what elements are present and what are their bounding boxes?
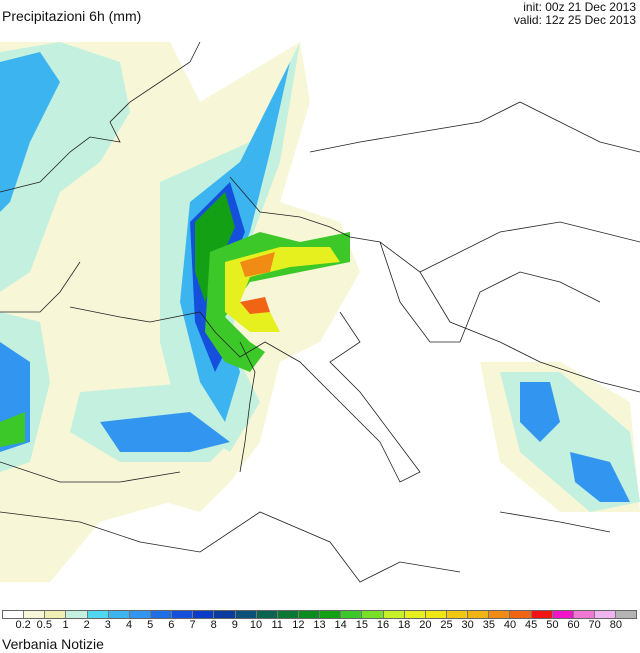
color-scale-label: 11 xyxy=(271,619,283,631)
color-scale-swatch xyxy=(468,611,490,618)
color-scale-label: 12 xyxy=(292,619,305,631)
color-scale-label: 16 xyxy=(376,619,390,631)
credit-text: Verbania Notizie xyxy=(2,636,104,652)
color-scale-swatch xyxy=(256,611,278,618)
color-scale-swatch xyxy=(193,611,215,618)
color-scale-label: 9 xyxy=(231,619,238,631)
precipitation-map xyxy=(0,42,640,583)
color-scale-swatch xyxy=(66,611,88,618)
color-scale-label: 40 xyxy=(503,619,517,631)
color-scale-swatch xyxy=(172,611,194,618)
color-scale-label: 70 xyxy=(588,619,601,631)
color-scale-label: 18 xyxy=(398,619,411,631)
color-scale-swatch xyxy=(3,611,25,618)
color-scale-swatch xyxy=(404,611,426,618)
color-scale-label: 15 xyxy=(355,619,368,631)
color-scale-swatch xyxy=(573,611,595,618)
precipitation-field xyxy=(0,42,640,582)
color-scale-label: 2 xyxy=(83,619,90,631)
color-scale-label: 0.5 xyxy=(36,619,52,631)
color-scale-bar xyxy=(2,610,637,619)
color-scale-swatch xyxy=(383,611,405,618)
color-scale-swatch xyxy=(425,611,447,618)
color-scale-label: 50 xyxy=(546,619,559,631)
color-scale-swatch xyxy=(489,611,511,618)
color-scale-swatch xyxy=(341,611,363,618)
color-scale-swatch xyxy=(24,611,46,618)
color-scale-swatch xyxy=(129,611,151,618)
color-scale-label: 0.2 xyxy=(15,619,31,631)
color-scale-swatch xyxy=(616,611,637,618)
color-scale-swatch xyxy=(594,611,617,618)
color-scale-labels: 0.2 0.5 1 2 3 4 5 6 7 8 9 10 11 12 13 14 15 16 18 20 25 30 35 4… xyxy=(2,619,637,633)
color-scale-swatch xyxy=(320,611,342,618)
map-title: Precipitazioni 6h (mm) xyxy=(2,8,142,24)
color-scale-label: 3 xyxy=(104,619,111,631)
color-scale-swatch xyxy=(531,611,553,618)
color-scale-label: 5 xyxy=(147,619,154,631)
color-scale-label: 1 xyxy=(62,619,69,631)
color-scale-swatch xyxy=(277,611,299,618)
color-scale-swatch xyxy=(510,611,532,618)
color-scale-label: 8 xyxy=(210,619,217,631)
country-borders xyxy=(0,42,640,583)
color-scale-swatch xyxy=(362,611,384,618)
color-scale-label: 10 xyxy=(249,619,263,631)
color-scale-swatch xyxy=(87,611,109,618)
color-scale-swatch xyxy=(446,611,469,618)
color-scale-label: 80 xyxy=(609,619,622,631)
color-scale-swatch xyxy=(298,611,321,618)
color-scale-label: 30 xyxy=(461,619,474,631)
color-scale-label: 20 xyxy=(419,619,432,631)
color-scale-swatch xyxy=(214,611,236,618)
color-scale-label: 6 xyxy=(168,619,175,631)
init-time: init: 00z 21 Dec 2013 xyxy=(523,0,636,14)
color-scale-label: 35 xyxy=(482,619,495,631)
color-scale-label: 60 xyxy=(567,619,580,631)
color-scale-swatch xyxy=(45,611,67,618)
valid-time: valid: 12z 25 Dec 2013 xyxy=(513,13,636,27)
color-scale-swatch xyxy=(108,611,130,618)
color-scale-swatch xyxy=(150,611,173,618)
color-scale-label: 4 xyxy=(125,619,133,631)
color-scale-label: 13 xyxy=(313,619,326,631)
color-scale-swatch xyxy=(235,611,257,618)
color-scale-label: 45 xyxy=(525,619,538,631)
color-scale-label: 25 xyxy=(440,619,453,631)
color-scale-label: 7 xyxy=(189,619,196,631)
color-scale-label: 14 xyxy=(334,619,347,631)
color-scale-swatch xyxy=(552,611,574,618)
